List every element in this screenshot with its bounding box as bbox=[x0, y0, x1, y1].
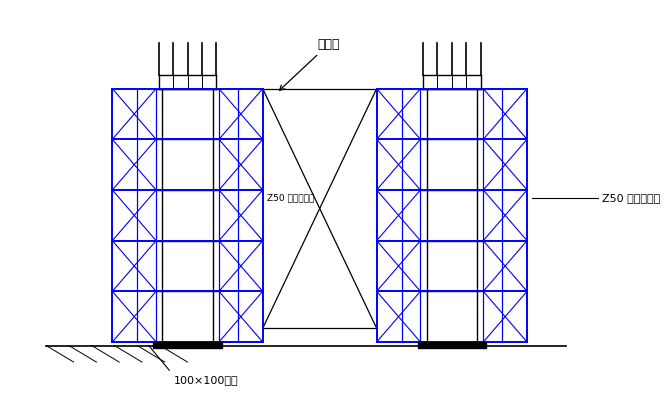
Text: 人行桥: 人行桥 bbox=[279, 38, 340, 90]
Text: 100×100方木: 100×100方木 bbox=[174, 375, 239, 385]
Bar bbox=[154, 342, 221, 348]
Text: Ζ50 钢管脚手架: Ζ50 钢管脚手架 bbox=[267, 194, 315, 202]
Text: Ζ50 钢管脚手架: Ζ50 钢管脚手架 bbox=[602, 193, 660, 203]
Bar bbox=[418, 342, 486, 348]
